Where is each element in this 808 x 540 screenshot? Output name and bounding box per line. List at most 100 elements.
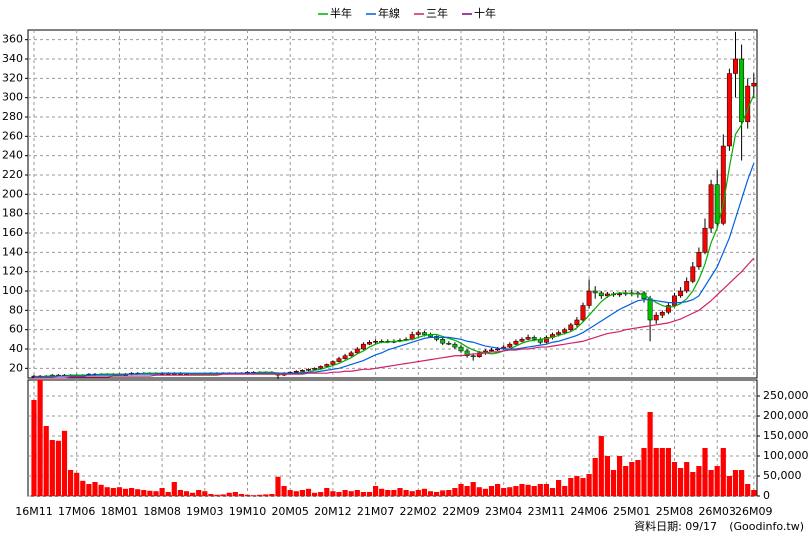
volume-bar	[348, 491, 354, 496]
candle-body	[678, 290, 684, 297]
volume-bar	[269, 494, 275, 496]
candle-body	[367, 341, 372, 345]
volume-bar	[421, 488, 427, 496]
volume-bar	[495, 484, 501, 496]
candle-body	[720, 145, 726, 224]
volume-bar	[531, 486, 537, 496]
ma-line	[34, 94, 755, 378]
candle-body	[543, 337, 549, 343]
volume-bar	[49, 440, 55, 496]
x-tick-label: 25M08	[656, 505, 694, 518]
x-tick-label: 23M04	[485, 505, 523, 518]
candle-body	[568, 324, 574, 330]
candle-body	[574, 319, 580, 326]
volume-bar	[92, 482, 98, 496]
volume-bar	[586, 474, 592, 496]
volume-bar	[708, 470, 714, 496]
y-tick-label: 340	[2, 52, 23, 65]
y-tick-label: 140	[2, 245, 23, 258]
candle-body	[708, 184, 714, 229]
volume-bar	[190, 492, 196, 496]
volume-bar	[80, 480, 86, 496]
volume-bar	[732, 470, 739, 496]
volume-bar	[446, 490, 452, 496]
volume-bar	[220, 494, 226, 496]
volume-bar	[141, 490, 147, 496]
y-tick-label: 160	[2, 226, 23, 239]
y2-tick-label: 200,000	[763, 409, 808, 422]
volume-bar	[324, 488, 330, 496]
candle-body	[672, 295, 677, 306]
volume-bar	[354, 490, 360, 496]
y-tick-label: 200	[2, 187, 23, 200]
volume-bar	[287, 490, 293, 496]
volume-bar	[360, 492, 366, 496]
x-tick-label: 24M06	[570, 505, 608, 518]
candle-body	[586, 290, 592, 306]
volume-bar	[214, 494, 220, 496]
candle-body	[562, 329, 568, 333]
y-tick-label: 260	[2, 129, 23, 142]
y2-tick-label: 100,000	[763, 449, 808, 462]
candle-body	[751, 82, 757, 87]
x-tick-label: 18M08	[143, 505, 181, 518]
x-tick-label: 20M12	[314, 505, 352, 518]
volume-bar	[653, 448, 659, 496]
y-tick-label: 300	[2, 91, 23, 104]
y-tick-label: 40	[9, 342, 23, 355]
y2-tick-label: 150,000	[763, 429, 808, 442]
volume-bar	[391, 490, 397, 496]
volume-bar	[519, 484, 525, 496]
candle-body	[507, 343, 513, 348]
y-tick-label: 320	[2, 71, 23, 84]
candle-body	[690, 266, 696, 282]
volume-bar	[232, 492, 238, 496]
candle-body	[617, 293, 623, 296]
candle-body	[342, 355, 348, 359]
volume-bar	[702, 448, 708, 496]
volume-bar	[183, 491, 190, 496]
y-tick-label: 80	[9, 303, 23, 316]
candle-body	[470, 355, 476, 358]
candle-body	[373, 341, 379, 343]
volume-bar	[690, 472, 696, 496]
candle-body	[495, 348, 501, 351]
candle-body	[318, 366, 324, 369]
volume-bar	[623, 466, 629, 496]
volume-bar	[604, 456, 610, 496]
candle-body	[348, 352, 354, 357]
volume-bar	[464, 486, 470, 496]
candle-body	[464, 350, 470, 357]
x-tick-label: 19M10	[229, 505, 267, 518]
candle-body	[739, 58, 745, 123]
footer-source: (Goodinfo.tw)	[729, 520, 804, 533]
volume-bar	[86, 484, 92, 496]
legend-label: 十年	[474, 6, 496, 20]
candle-body	[415, 332, 421, 335]
candle-body	[476, 352, 482, 357]
volume-bar	[208, 494, 214, 496]
candle-body	[336, 358, 342, 362]
volume-bar	[501, 488, 507, 496]
volume-bar	[68, 470, 74, 496]
y-tick-label: 60	[9, 323, 23, 336]
candle-body	[745, 85, 751, 123]
volume-bar	[470, 482, 476, 496]
legend-label: 年線	[378, 6, 400, 20]
volume-bar	[415, 490, 421, 496]
ma-line	[34, 163, 755, 378]
y-tick-label: 100	[2, 284, 23, 297]
candle-body	[306, 369, 311, 371]
volume-bar	[177, 490, 183, 496]
volume-bar	[330, 491, 336, 496]
volume-bar	[476, 487, 482, 496]
volume-bar	[159, 488, 165, 496]
volume-bar	[513, 486, 519, 496]
volume-bar	[452, 488, 458, 496]
volume-bar	[482, 488, 488, 496]
x-tick-label: 20M05	[271, 505, 309, 518]
volume-bar	[116, 487, 122, 496]
volume-bar	[543, 484, 549, 496]
volume-bar	[165, 492, 171, 496]
x-tick-label: 26M03	[698, 505, 736, 518]
